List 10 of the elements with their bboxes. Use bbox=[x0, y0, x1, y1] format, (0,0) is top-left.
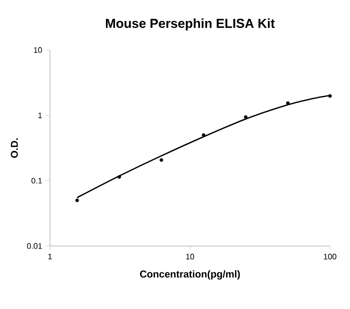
x-axis-title: Concentration(pg/ml) bbox=[140, 270, 240, 280]
point bbox=[160, 158, 164, 162]
chart-title: Mouse Persephin ELISA Kit bbox=[106, 18, 275, 31]
point bbox=[202, 133, 206, 137]
y-axis-title: O.D. bbox=[10, 138, 18, 158]
point bbox=[286, 101, 290, 105]
point bbox=[244, 115, 248, 119]
point bbox=[328, 94, 332, 98]
point bbox=[75, 198, 79, 202]
point bbox=[117, 175, 122, 179]
